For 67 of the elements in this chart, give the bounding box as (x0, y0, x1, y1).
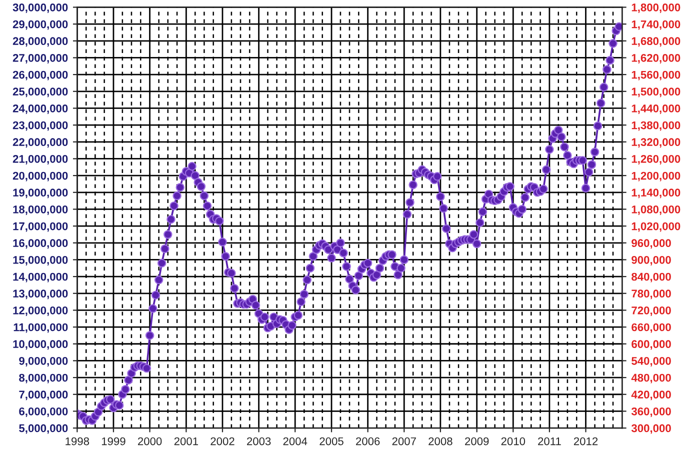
y-tick-label: 10,000,000 (13, 340, 68, 350)
y-tick-label: 8,000,000 (19, 374, 68, 384)
y2-tick-label: 1,020,000 (632, 222, 680, 232)
x-tick-label: 2009 (465, 437, 489, 446)
y2-tick-label: 660,000 (632, 323, 671, 333)
y2-tick-label: 360,000 (631, 407, 671, 417)
y-tick-label: 15,000,000 (13, 256, 68, 266)
y-tick-label: 30,000,000 (12, 4, 68, 13)
x-tick-label: 2012 (574, 437, 598, 446)
y-tick-label: 5,000,000 (19, 424, 68, 434)
x-tick-label: 2001 (174, 437, 198, 446)
y-tick-label: 18,000,000 (13, 205, 68, 215)
x-tick-label: 2006 (356, 437, 380, 446)
x-tick-label: 2003 (247, 437, 271, 446)
y-tick-label: 17,000,000 (13, 222, 68, 232)
y-tick-label: 7,000,000 (19, 390, 68, 400)
y-tick-label: 12,000,000 (13, 306, 68, 316)
y-tick-label: 11,000,000 (14, 323, 68, 333)
x-tick-label: 1998 (66, 437, 90, 446)
y-tick-label: 27,000,000 (12, 54, 68, 64)
y-tick-label: 16,000,000 (13, 239, 68, 249)
y2-tick-label: 1,560,000 (632, 70, 680, 80)
y2-tick-label: 1,200,000 (632, 172, 680, 182)
y2-tick-label: 1,320,000 (632, 138, 680, 148)
x-tick-label: 2010 (501, 437, 526, 446)
y2-tick-label: 480,000 (631, 374, 671, 384)
y2-tick-label: 1,380,000 (632, 121, 680, 131)
y2-tick-label: 960,000 (632, 239, 671, 249)
y-tick-label: 29,000,000 (12, 20, 68, 30)
x-tick-label: 2008 (428, 437, 452, 446)
x-tick-label: 2011 (538, 437, 561, 446)
y2-tick-label: 420,000 (631, 390, 671, 400)
y2-tick-label: 1,620,000 (632, 54, 680, 64)
y2-tick-label: 1,440,000 (632, 104, 680, 114)
y2-tick-label: 540,000 (632, 356, 671, 366)
y2-tick-label: 1,260,000 (632, 154, 680, 164)
x-tick-label: 1999 (102, 437, 126, 446)
y2-tick-label: 1,680,000 (632, 37, 680, 47)
y2-tick-label: 600,000 (632, 340, 671, 350)
y2-tick-label: 840,000 (632, 272, 671, 282)
y2-tick-label: 720,000 (632, 306, 671, 316)
y-tick-label: 6,000,000 (19, 407, 68, 417)
y2-tick-label: 900,000 (632, 256, 671, 266)
y2-tick-label: 300,000 (631, 424, 671, 434)
y-tick-label: 22,000,000 (12, 138, 68, 148)
x-tick-label: 2007 (392, 437, 416, 446)
y-tick-label: 26,000,000 (12, 70, 68, 80)
x-tick-label: 2000 (138, 437, 162, 446)
y2-tick-label: 1,140,000 (632, 188, 680, 198)
x-tick-label: 2004 (283, 437, 308, 446)
y-tick-label: 24,000,000 (12, 104, 68, 114)
y-tick-label: 9,000,000 (19, 356, 68, 366)
y-tick-label: 14,000,000 (13, 272, 68, 282)
y-tick-label: 23,000,000 (12, 121, 68, 131)
y2-tick-label: 1,740,000 (632, 20, 680, 30)
x-tick-label: 2005 (320, 437, 344, 446)
y-tick-label: 19,000,000 (13, 188, 68, 198)
y2-tick-label: 1,800,000 (632, 4, 680, 13)
y2-tick-label: 1,080,000 (632, 205, 680, 215)
x-tick-label: 2002 (210, 437, 234, 446)
y-tick-label: 28,000,000 (12, 37, 68, 47)
y-tick-label: 20,000,000 (12, 172, 68, 182)
y-tick-label: 21,000,000 (12, 154, 68, 164)
y2-tick-label: 1,500,000 (632, 88, 680, 98)
y-tick-label: 25,000,000 (12, 88, 68, 98)
y-tick-label: 13,000,000 (13, 290, 68, 300)
y2-tick-label: 780,000 (632, 290, 671, 300)
